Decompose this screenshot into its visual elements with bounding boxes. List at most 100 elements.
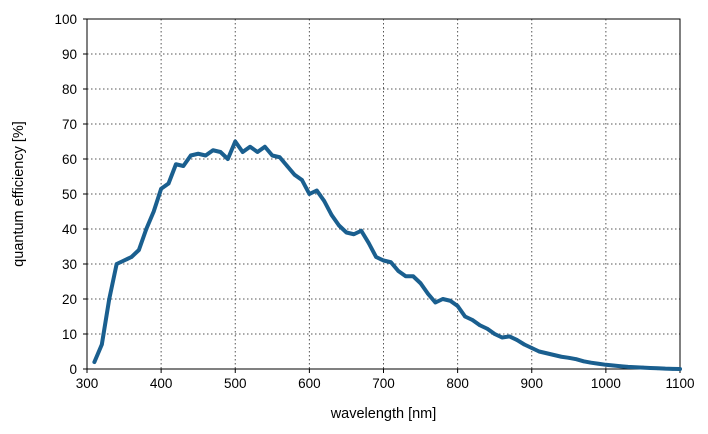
qe-data-point [159, 186, 163, 191]
qe-data-point [181, 164, 186, 168]
qe-data-point [307, 192, 312, 196]
qe-data-point [270, 153, 275, 158]
qe-data-point [663, 366, 667, 371]
y-tick-label: 80 [62, 82, 77, 97]
x-tick-label: 900 [520, 376, 543, 391]
qe-data-point [655, 366, 660, 371]
qe-data-point [596, 361, 601, 366]
qe-data-point [366, 241, 371, 245]
qe-data-point [626, 365, 630, 369]
qe-data-point [418, 281, 423, 286]
qe-data-point [277, 155, 282, 160]
qe-data-point [522, 342, 527, 347]
y-tick-label: 60 [62, 152, 77, 167]
x-tick-label: 800 [446, 376, 469, 391]
qe-data-point [478, 323, 482, 328]
series-layer [92, 139, 682, 371]
qe-data-point [559, 354, 564, 359]
qe-data-point [374, 255, 378, 259]
qe-data-point [567, 356, 571, 360]
qe-data-point [211, 148, 215, 153]
qe-data-point [463, 314, 467, 319]
y-tick-label: 10 [62, 327, 77, 342]
qe-data-point [263, 144, 267, 149]
qe-data-point [678, 367, 682, 371]
qe-data-point [329, 213, 334, 217]
x-tick-label: 700 [372, 376, 395, 391]
qe-data-point [426, 291, 430, 296]
qe-data-point [114, 262, 119, 266]
y-tick-label: 100 [54, 12, 77, 27]
qe-data-point [648, 366, 653, 370]
y-tick-label: 30 [62, 257, 77, 272]
qe-data-point [359, 228, 364, 233]
qe-data-point [129, 255, 134, 259]
qe-data-point [255, 150, 260, 154]
qe-data-point [322, 199, 327, 203]
qe-data-point [100, 342, 104, 347]
qe-data-point [389, 260, 393, 265]
qe-data-point [396, 269, 401, 273]
qe-data-point [151, 209, 156, 214]
qe-data-point [300, 178, 304, 182]
qe-data-point [292, 172, 297, 177]
y-tick-label: 50 [62, 187, 77, 202]
qe-data-point [604, 363, 608, 367]
x-tick-label: 300 [76, 376, 99, 391]
qe-data-point [455, 304, 460, 308]
qe-data-point [107, 297, 112, 301]
qe-data-point [448, 298, 453, 303]
qe-data-point [248, 144, 252, 149]
qe-data-point [285, 164, 289, 168]
qe-data-point [618, 364, 623, 369]
qe-data-point [552, 353, 556, 357]
qe-data-point [122, 258, 126, 263]
qe-data-point [344, 230, 349, 235]
qe-data-point [485, 326, 490, 331]
x-axis-title: wavelength [nm] [330, 406, 437, 422]
qe-data-point [492, 332, 497, 336]
qe-data-point [92, 360, 97, 364]
qe-data-point [633, 365, 638, 370]
y-tick-label: 40 [62, 222, 77, 237]
qe-data-point [411, 274, 415, 279]
x-tick-label: 1000 [591, 376, 621, 391]
qe-data-point [544, 351, 549, 356]
qe-data-point [515, 338, 519, 342]
qe-data-point [537, 349, 541, 354]
y-tick-label: 0 [69, 362, 77, 377]
grid-lines [87, 19, 680, 369]
qe-data-point [188, 153, 193, 158]
x-tick-label: 600 [298, 376, 321, 391]
qe-data-point [226, 157, 230, 161]
y-tick-label: 90 [62, 47, 77, 62]
y-tick-label: 20 [62, 292, 77, 307]
y-axis-title: quantum efficiency [%] [11, 121, 27, 267]
qe-data-point [441, 297, 445, 301]
qe-data-point [174, 162, 178, 167]
qe-data-point [352, 232, 356, 237]
qe-data-point [403, 274, 408, 279]
qe-data-point [574, 357, 579, 362]
y-tick-label: 70 [62, 117, 77, 132]
qe-data-point [381, 258, 386, 263]
qe-data-point [337, 223, 341, 228]
qe-data-point [233, 139, 238, 144]
qe-data-point [507, 334, 512, 339]
qe-data-point [137, 248, 141, 252]
qe-data-point [203, 153, 208, 158]
qe-data-point [670, 367, 675, 371]
qe-data-point [166, 181, 171, 186]
qe-data-point [470, 318, 475, 322]
qe-data-point [581, 359, 586, 364]
qe-data-point [240, 150, 245, 154]
x-tick-label: 400 [150, 376, 173, 391]
qe-data-point [589, 360, 593, 365]
qe-data-point [196, 151, 200, 156]
qe-data-point [218, 150, 223, 154]
qe-data-point [433, 300, 438, 305]
qe-data-point [500, 335, 504, 340]
x-tick-label: 500 [224, 376, 247, 391]
